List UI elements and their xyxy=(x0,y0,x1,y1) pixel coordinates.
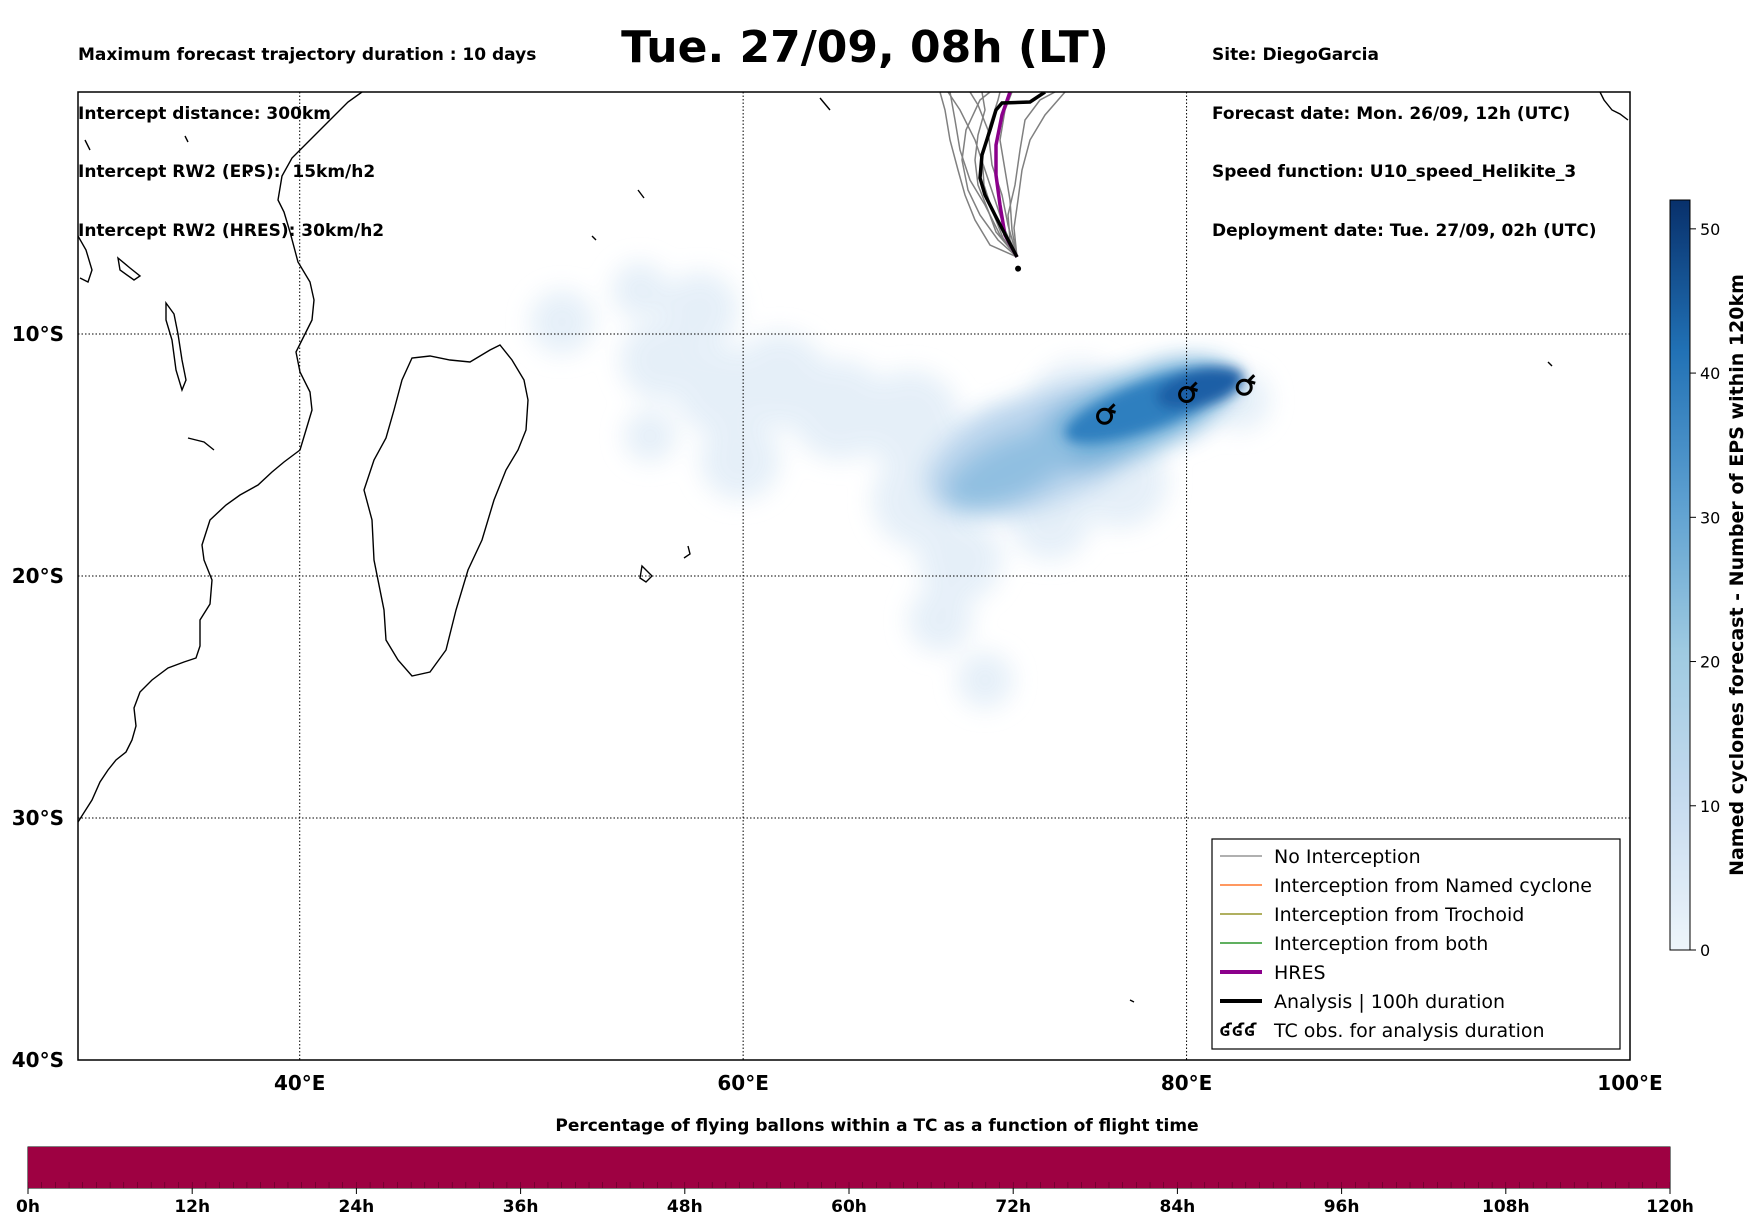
page-title: Tue. 27/09, 08h (LT) xyxy=(621,22,1109,73)
flight-time-tick-label: 108h xyxy=(1482,1197,1530,1217)
header-info-left: Maximum forecast trajectory duration : 1… xyxy=(78,7,536,261)
flight-time-tick-label: 96h xyxy=(1324,1197,1360,1217)
header-left-line: Intercept distance: 300km xyxy=(78,103,331,124)
legend-label: Analysis | 100h duration xyxy=(1274,991,1505,1013)
cyclone-density-heatmap xyxy=(530,262,1270,708)
colorbar-tick-label: 0 xyxy=(1700,941,1710,960)
legend-symbol-tc-obs: ʛʛʛ xyxy=(1220,1020,1258,1041)
colorbar: Named cyclones forecast - Number of EPS … xyxy=(1669,199,1748,960)
flight-time-tick-label: 36h xyxy=(503,1197,539,1217)
colorbar-tick-label: 30 xyxy=(1700,508,1720,527)
flight-time-bar-fill xyxy=(28,1147,1670,1188)
colorbar-tick-label: 20 xyxy=(1700,653,1720,672)
header-info-right: Site: DiegoGarcia Forecast date: Mon. 26… xyxy=(1212,7,1597,261)
legend-label: Interception from Trochoid xyxy=(1274,904,1524,926)
coastlines xyxy=(78,92,1629,1003)
lon-tick-label: 60°E xyxy=(717,1071,769,1095)
map-gridlines xyxy=(78,92,1630,1060)
flight-time-bar-title: Percentage of flying ballons within a TC… xyxy=(555,1116,1199,1136)
tc-obs-symbol xyxy=(1096,403,1116,425)
header-right-line: Forecast date: Mon. 26/09, 12h (UTC) xyxy=(1212,103,1571,124)
lon-tick-label: 80°E xyxy=(1161,1071,1213,1095)
colorbar-tick-label: 40 xyxy=(1700,364,1720,383)
lat-tick-label: 10°S xyxy=(12,322,64,346)
flight-time-tick-label: 0h xyxy=(16,1197,40,1217)
legend-label: TC obs. for analysis duration xyxy=(1273,1020,1545,1042)
legend-label: No Interception xyxy=(1274,846,1421,868)
legend-label: Interception from Named cyclone xyxy=(1274,875,1592,897)
launch-site-marker xyxy=(1015,265,1022,272)
flight-time-tick-label: 12h xyxy=(174,1197,210,1217)
header-left-line: Intercept RW2 (EPS): 15km/h2 xyxy=(78,162,376,182)
lat-tick-label: 20°S xyxy=(12,564,64,588)
flight-time-tick-label: 72h xyxy=(995,1197,1031,1217)
colorbar-tick-label: 50 xyxy=(1700,220,1720,239)
flight-time-tick-label: 24h xyxy=(339,1197,375,1217)
legend-label: Interception from both xyxy=(1274,933,1488,955)
lat-tick-label: 40°S xyxy=(12,1048,64,1072)
colorbar-label: Named cyclones forecast - Number of EPS … xyxy=(1726,274,1748,876)
header-right-line: Site: DiegoGarcia xyxy=(1212,45,1379,65)
flight-time-tick-label: 60h xyxy=(831,1197,867,1217)
colorbar-tick-label: 10 xyxy=(1700,797,1720,816)
header-left-line: Intercept RW2 (HRES): 30km/h2 xyxy=(78,220,385,241)
flight-time-bar: 0h 12h 24h 36h 48h 60h 72h 84h 96h 108h 120h xyxy=(16,1146,1694,1217)
legend-box xyxy=(1211,838,1621,1050)
header-right-line: Speed function: U10_speed_Helikite_3 xyxy=(1212,162,1577,182)
legend: No Interception Interception from Named c… xyxy=(1211,838,1621,1050)
map-frame xyxy=(77,91,1631,1061)
lon-tick-label: 40°E xyxy=(274,1071,326,1095)
tc-observations xyxy=(1096,374,1256,425)
flight-time-tick-label: 84h xyxy=(1160,1197,1196,1217)
map-area xyxy=(78,92,1630,1060)
colorbar-gradient xyxy=(1669,199,1691,951)
lat-tick-label: 30°S xyxy=(12,806,64,830)
header-right-line: Deployment date: Tue. 27/09, 02h (UTC) xyxy=(1212,220,1597,241)
longitude-axis: 40°E 60°E 80°E 100°E xyxy=(274,1071,1663,1095)
flight-time-tick-label: 48h xyxy=(667,1197,703,1217)
latitude-axis: 10°S 20°S 30°S 40°S xyxy=(12,322,64,1072)
tc-obs-symbol xyxy=(1178,381,1198,403)
header-left-line: Maximum forecast trajectory duration : 1… xyxy=(78,45,537,65)
ensemble-trajectories xyxy=(939,92,1066,272)
lon-tick-label: 100°E xyxy=(1597,1071,1662,1095)
flight-time-tick-label: 120h xyxy=(1646,1197,1694,1217)
tc-obs-symbol xyxy=(1235,374,1256,396)
legend-label: HRES xyxy=(1274,962,1326,984)
